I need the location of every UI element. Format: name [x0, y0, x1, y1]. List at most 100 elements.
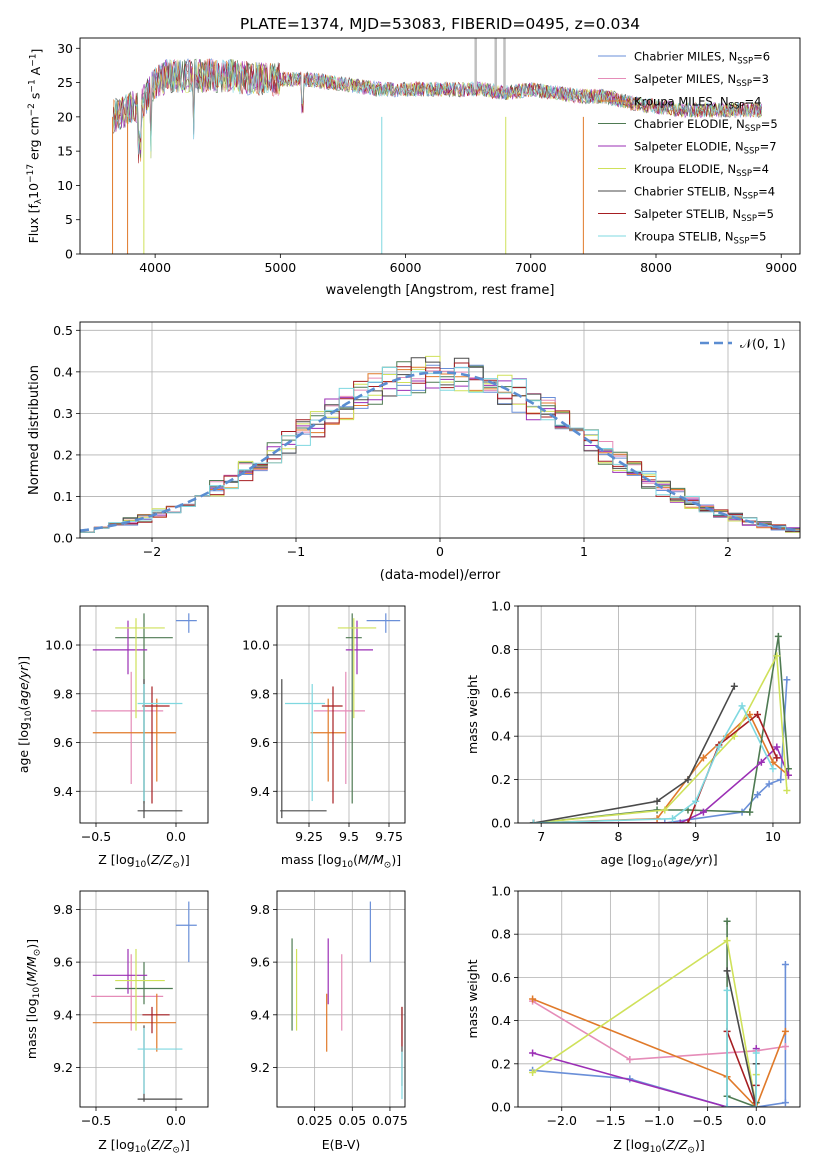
label-part: −1 — [28, 54, 38, 67]
legend-label-suffix: =5 — [761, 117, 778, 131]
legend-label-sub: SSP — [744, 147, 760, 157]
plus-marker — [715, 743, 723, 751]
axes-frame — [79, 605, 209, 824]
x-tick-label: 0.0 — [166, 1113, 186, 1128]
errorbar-point — [92, 620, 148, 675]
plus-marker — [774, 632, 782, 640]
y-tick-label: 15 — [57, 144, 73, 159]
plus-marker — [757, 758, 765, 766]
y-axis-label: Flux [fλ10−17 erg cm−2 s−1 A−1] — [26, 49, 44, 244]
label-part: age [log — [600, 852, 651, 867]
y-axis-label: mass weight — [465, 959, 480, 1038]
weight-series — [529, 632, 792, 823]
label-part: Z/Z — [150, 852, 173, 867]
errorbar-point — [321, 686, 343, 804]
x-axis-label: wavelength [Angstrom, rest frame] — [326, 283, 555, 298]
legend-label-sub: SSP — [742, 192, 758, 202]
x-tick-label: 8 — [614, 829, 622, 844]
weight-line — [533, 653, 788, 823]
y-tick-label: 0.5 — [53, 323, 73, 338]
plus-marker — [723, 967, 731, 975]
y-tick-label: 1.0 — [491, 599, 511, 614]
label-part: Z/Z — [665, 1137, 688, 1152]
label-part: Z [log — [98, 1137, 134, 1152]
label-part: )] — [391, 852, 401, 867]
label-part: Z [log — [98, 852, 134, 867]
x-tick-label: 0 — [436, 544, 444, 559]
plus-marker — [661, 819, 669, 823]
x-tick-label: 8000 — [640, 260, 672, 275]
label-part: 10 — [24, 710, 34, 722]
x-tick-label: −1 — [287, 544, 305, 559]
plus-marker — [773, 743, 781, 751]
label-part: age [log — [16, 722, 31, 773]
x-tick-label: 9000 — [765, 260, 797, 275]
x-tick-label: 0.025 — [297, 1113, 333, 1128]
y-tick-label: 0.0 — [53, 531, 73, 546]
plot-area — [529, 917, 789, 1107]
label-part: ( — [661, 1137, 666, 1152]
errorbar-point — [366, 613, 401, 633]
y-tick-label: 5 — [65, 212, 73, 227]
plus-marker — [723, 986, 731, 994]
y-tick-label: 9.8 — [250, 902, 270, 917]
plus-marker — [692, 797, 700, 805]
label-part: −2 — [27, 103, 37, 116]
weight-line — [532, 939, 757, 1107]
legend-label-main: Salpeter MILES, N — [634, 72, 736, 86]
axes-frame — [517, 605, 801, 824]
x-axis-label: E(B-V) — [322, 1137, 361, 1152]
label-part: E(B-V) — [322, 1137, 361, 1152]
weight-series — [529, 1045, 760, 1107]
y-tick-label: 9.6 — [53, 735, 73, 750]
y-tick-label: 0.4 — [491, 729, 511, 744]
weight-line — [533, 713, 778, 823]
axes-frame — [79, 321, 801, 539]
errorbar-point — [337, 618, 377, 719]
y-tick-label: 9.2 — [53, 1060, 73, 1075]
panel-mass_vs_Z: −0.5 0.09.29.49.69.8Z [log10(Z/Z⊙)]mass [… — [24, 890, 209, 1155]
y-tick-label: 9.6 — [53, 955, 73, 970]
x-axis-label: (data-model)/error — [380, 568, 501, 583]
gaussian-curve — [80, 370, 800, 532]
legend-label-suffix: =5 — [757, 207, 774, 221]
label-part: ( — [146, 852, 151, 867]
legend-label: Chabrier STELIB, NSSP=4 — [634, 185, 775, 202]
plus-marker — [529, 995, 537, 1003]
y-tick-label: 0.6 — [491, 685, 511, 700]
label-part: )] — [180, 852, 190, 867]
weight-line — [533, 685, 736, 823]
legend-label-main: Kroupa ELODIE, N — [634, 162, 736, 176]
y-tick-label: 9.6 — [250, 735, 270, 750]
x-axis-label: Z [log10(Z/Z⊙)] — [98, 1137, 189, 1155]
legend-label-sub: SSP — [745, 124, 761, 134]
legend-label: Chabrier ELODIE, NSSP=5 — [634, 117, 778, 134]
x-tick-label: 9.25 — [295, 829, 323, 844]
label-part: ( — [663, 852, 668, 867]
y-axis-label: age [log10(age/yr)] — [16, 656, 34, 773]
errorbar-point — [310, 698, 346, 782]
label-part: Z/Z — [150, 1137, 173, 1152]
plus-marker — [529, 1049, 537, 1057]
x-tick-label: −0.5 — [81, 1113, 111, 1128]
y-tick-label: 0.0 — [491, 1100, 511, 1115]
label-part: age/yr — [16, 665, 31, 706]
label-part: 10 — [135, 1145, 147, 1155]
label-part: s — [27, 93, 42, 104]
plus-marker — [684, 776, 692, 784]
weight-line — [533, 636, 790, 823]
errorbar-point — [91, 671, 164, 784]
legend-label: 𝒩(0, 1) — [740, 336, 786, 351]
plus-marker — [754, 711, 762, 718]
plot-area — [291, 901, 403, 1100]
label-part: ( — [16, 706, 31, 711]
x-tick-label: −0.5 — [692, 1113, 722, 1128]
errorbar-point — [345, 620, 373, 675]
axes-frame — [517, 890, 801, 1108]
y-tick-label: 0.8 — [491, 642, 511, 657]
label-part: ( — [353, 852, 358, 867]
weight-line — [726, 970, 757, 1107]
weight-series — [529, 702, 777, 823]
label-part: 10 — [342, 860, 354, 870]
